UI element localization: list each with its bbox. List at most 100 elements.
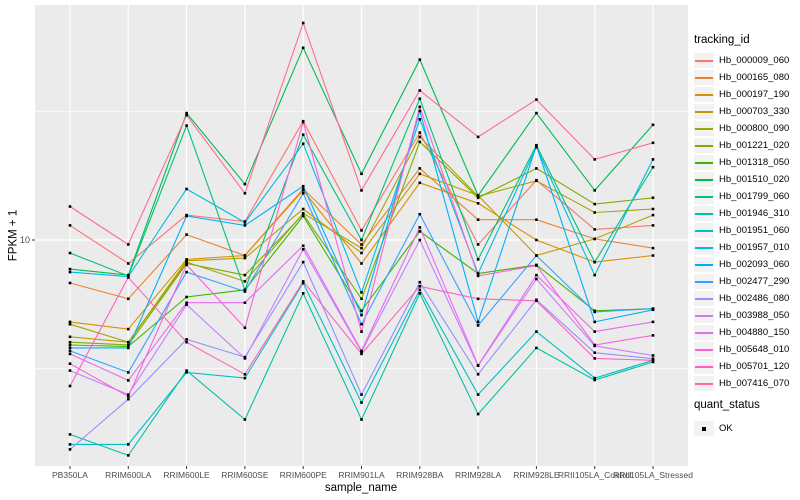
data-point	[593, 237, 596, 241]
data-point	[476, 243, 480, 246]
data-point	[535, 264, 538, 267]
data-point	[68, 340, 72, 344]
data-point	[68, 205, 72, 208]
data-point	[127, 340, 130, 344]
data-point	[68, 267, 72, 271]
data-point	[418, 131, 422, 134]
data-point	[127, 297, 130, 301]
data-point	[127, 379, 130, 382]
data-point	[535, 218, 538, 221]
legend-entry-label: Hb_007416_070	[719, 378, 790, 389]
legend-entry-Hb_001318_050: Hb_001318_050	[694, 154, 789, 171]
data-point	[127, 393, 130, 396]
data-point	[651, 207, 655, 211]
series-line-key-icon	[694, 70, 714, 85]
legend-entry-label: Hb_005648_010	[719, 344, 790, 355]
legend-entry-label: OK	[719, 423, 733, 434]
y-axis-title: FPKM + 1	[7, 209, 20, 262]
data-point	[68, 349, 72, 353]
tracking-id-legend-entries: Hb_000009_060 Hb_000165_080 Hb_000197_190 H…	[694, 52, 789, 392]
legend-entry-Hb_001946_310: Hb_001946_310	[694, 205, 789, 222]
data-point	[476, 412, 480, 416]
data-point	[301, 280, 305, 283]
series-line-key-icon	[694, 291, 714, 306]
legend-entry-label: Hb_001957_010	[719, 242, 790, 253]
data-point	[185, 263, 188, 267]
data-point	[418, 226, 422, 229]
data-point	[243, 355, 247, 359]
data-point	[418, 172, 422, 176]
x-tick-label: RRIM600LE	[163, 470, 210, 480]
data-point	[127, 343, 130, 347]
data-point	[360, 349, 363, 353]
x-tick-label: RRIM600PE	[280, 470, 328, 480]
legend-entry-Hb_000197_190: Hb_000197_190	[694, 86, 789, 103]
data-point	[651, 357, 655, 360]
data-point	[301, 292, 305, 295]
data-point	[360, 313, 363, 317]
data-point	[243, 224, 247, 227]
y-tick-label: 10	[20, 235, 30, 245]
data-point	[68, 384, 72, 388]
data-point	[418, 58, 422, 61]
data-point	[243, 256, 247, 260]
data-point	[418, 105, 422, 109]
legend-entry-label: Hb_000009_060	[719, 55, 790, 66]
legend-entry-Hb_001510_020: Hb_001510_020	[694, 171, 789, 188]
legend-entry-ok: OK	[694, 420, 733, 437]
data-point	[535, 167, 538, 170]
data-point	[185, 111, 188, 115]
x-tick-label: RRII105LA_Control	[558, 470, 632, 480]
data-point	[476, 272, 480, 275]
data-point	[360, 291, 363, 294]
data-point	[185, 340, 188, 344]
data-point	[127, 276, 130, 279]
data-point	[535, 277, 538, 281]
series-line-key-icon	[694, 359, 714, 374]
data-point	[68, 335, 72, 339]
data-point	[651, 334, 655, 337]
series-line-key-icon	[694, 104, 714, 119]
data-point	[127, 443, 130, 446]
data-point	[301, 142, 305, 145]
legend-entry-label: Hb_004880_150	[719, 327, 790, 338]
data-point	[593, 378, 596, 382]
data-point	[185, 233, 188, 236]
legend-entry-label: Hb_001510_020	[719, 174, 790, 185]
data-point	[301, 281, 305, 285]
data-point	[243, 273, 247, 277]
legend-entry-Hb_003988_050: Hb_003988_050	[694, 307, 789, 324]
data-point	[476, 135, 480, 139]
series-line-key-icon	[694, 342, 714, 357]
data-point	[593, 189, 596, 192]
data-point	[185, 214, 188, 218]
data-point	[185, 187, 188, 191]
data-point	[651, 123, 655, 127]
data-point	[301, 120, 305, 124]
data-point	[418, 109, 422, 113]
legend-entry-Hb_001799_060: Hb_001799_060	[694, 188, 789, 205]
legend-entry-Hb_000800_090: Hb_000800_090	[694, 120, 789, 137]
legend-entry-label: Hb_003988_050	[719, 310, 790, 321]
data-point	[243, 373, 247, 376]
data-point	[301, 214, 305, 218]
data-point	[301, 184, 305, 188]
data-point	[185, 113, 188, 117]
data-point	[651, 141, 655, 145]
legend-entry-label: Hb_000703_330	[719, 106, 790, 117]
data-point	[535, 254, 538, 257]
data-point	[127, 243, 130, 246]
data-point	[301, 207, 305, 211]
data-point	[593, 211, 596, 214]
data-point	[476, 202, 480, 205]
x-tick-label: RRIM901LA	[338, 470, 385, 480]
legend-entry-Hb_000165_080: Hb_000165_080	[694, 69, 789, 86]
series-line-key-icon	[694, 138, 714, 153]
data-point	[593, 310, 596, 314]
data-point	[68, 320, 72, 324]
legend-entry-label: Hb_005701_120	[719, 361, 790, 372]
data-point	[68, 281, 72, 285]
legend-entry-Hb_004880_150: Hb_004880_150	[694, 324, 789, 341]
data-point	[301, 212, 305, 216]
legend-entry-label: Hb_001221_020	[719, 140, 790, 151]
